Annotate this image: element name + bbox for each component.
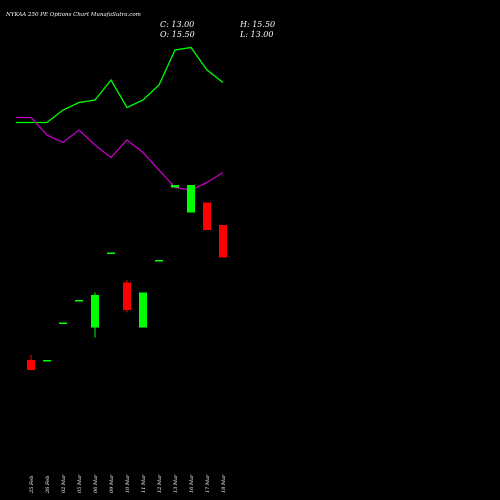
indicator-line-1	[15, 46, 224, 124]
x-tick-label: 11 Mar	[141, 474, 147, 493]
candle	[155, 260, 163, 262]
x-tick-label: 12 Mar	[157, 474, 163, 493]
candle-body	[27, 360, 35, 370]
x-axis-ticks: 25 Feb 26 Feb 02 Mar 05 Mar 06 Mar 09 Mar 10 M…	[29, 474, 227, 494]
candle-body	[91, 295, 99, 328]
low-value: L: 13.00	[239, 30, 273, 39]
candle-body	[75, 300, 83, 302]
chart-title: NYKAA 250 PE Options Chart MunafaSutra.c…	[5, 12, 141, 18]
candle-body	[43, 360, 51, 362]
x-tick-label: 18 Mar	[221, 474, 227, 493]
candle-body	[203, 202, 211, 230]
candle-body	[155, 260, 163, 262]
candle	[203, 202, 211, 230]
candle	[187, 185, 195, 213]
x-tick-label: 17 Mar	[205, 474, 211, 493]
x-tick-label: 25 Feb	[29, 476, 35, 494]
candle-body	[171, 185, 179, 188]
candle	[107, 252, 115, 254]
high-value: H: 15.50	[239, 20, 275, 29]
x-tick-label: 26 Feb	[45, 476, 51, 494]
candle-body	[123, 282, 131, 310]
candle	[43, 360, 51, 362]
x-tick-label: 06 Mar	[93, 474, 99, 493]
x-tick-label: 05 Mar	[77, 474, 83, 493]
candle-body	[59, 322, 67, 324]
candle	[75, 300, 83, 302]
candle	[59, 322, 67, 324]
x-tick-label: 09 Mar	[109, 474, 115, 493]
candle	[139, 292, 147, 328]
x-tick-label: 10 Mar	[125, 474, 131, 493]
candle-body	[219, 225, 227, 258]
candle	[171, 185, 179, 188]
candle	[123, 280, 131, 313]
x-tick-label: 16 Mar	[189, 474, 195, 493]
candle	[91, 292, 99, 338]
candle	[219, 225, 227, 258]
candle	[27, 355, 35, 370]
x-tick-label: 13 Mar	[173, 474, 179, 493]
close-value: C: 13.00	[160, 20, 194, 29]
candle-body	[107, 252, 115, 254]
x-tick-label: 02 Mar	[61, 474, 67, 493]
candle-body	[139, 292, 147, 328]
candle-body	[187, 185, 195, 213]
candles	[27, 185, 227, 370]
open-value: O: 15.50	[160, 30, 195, 39]
